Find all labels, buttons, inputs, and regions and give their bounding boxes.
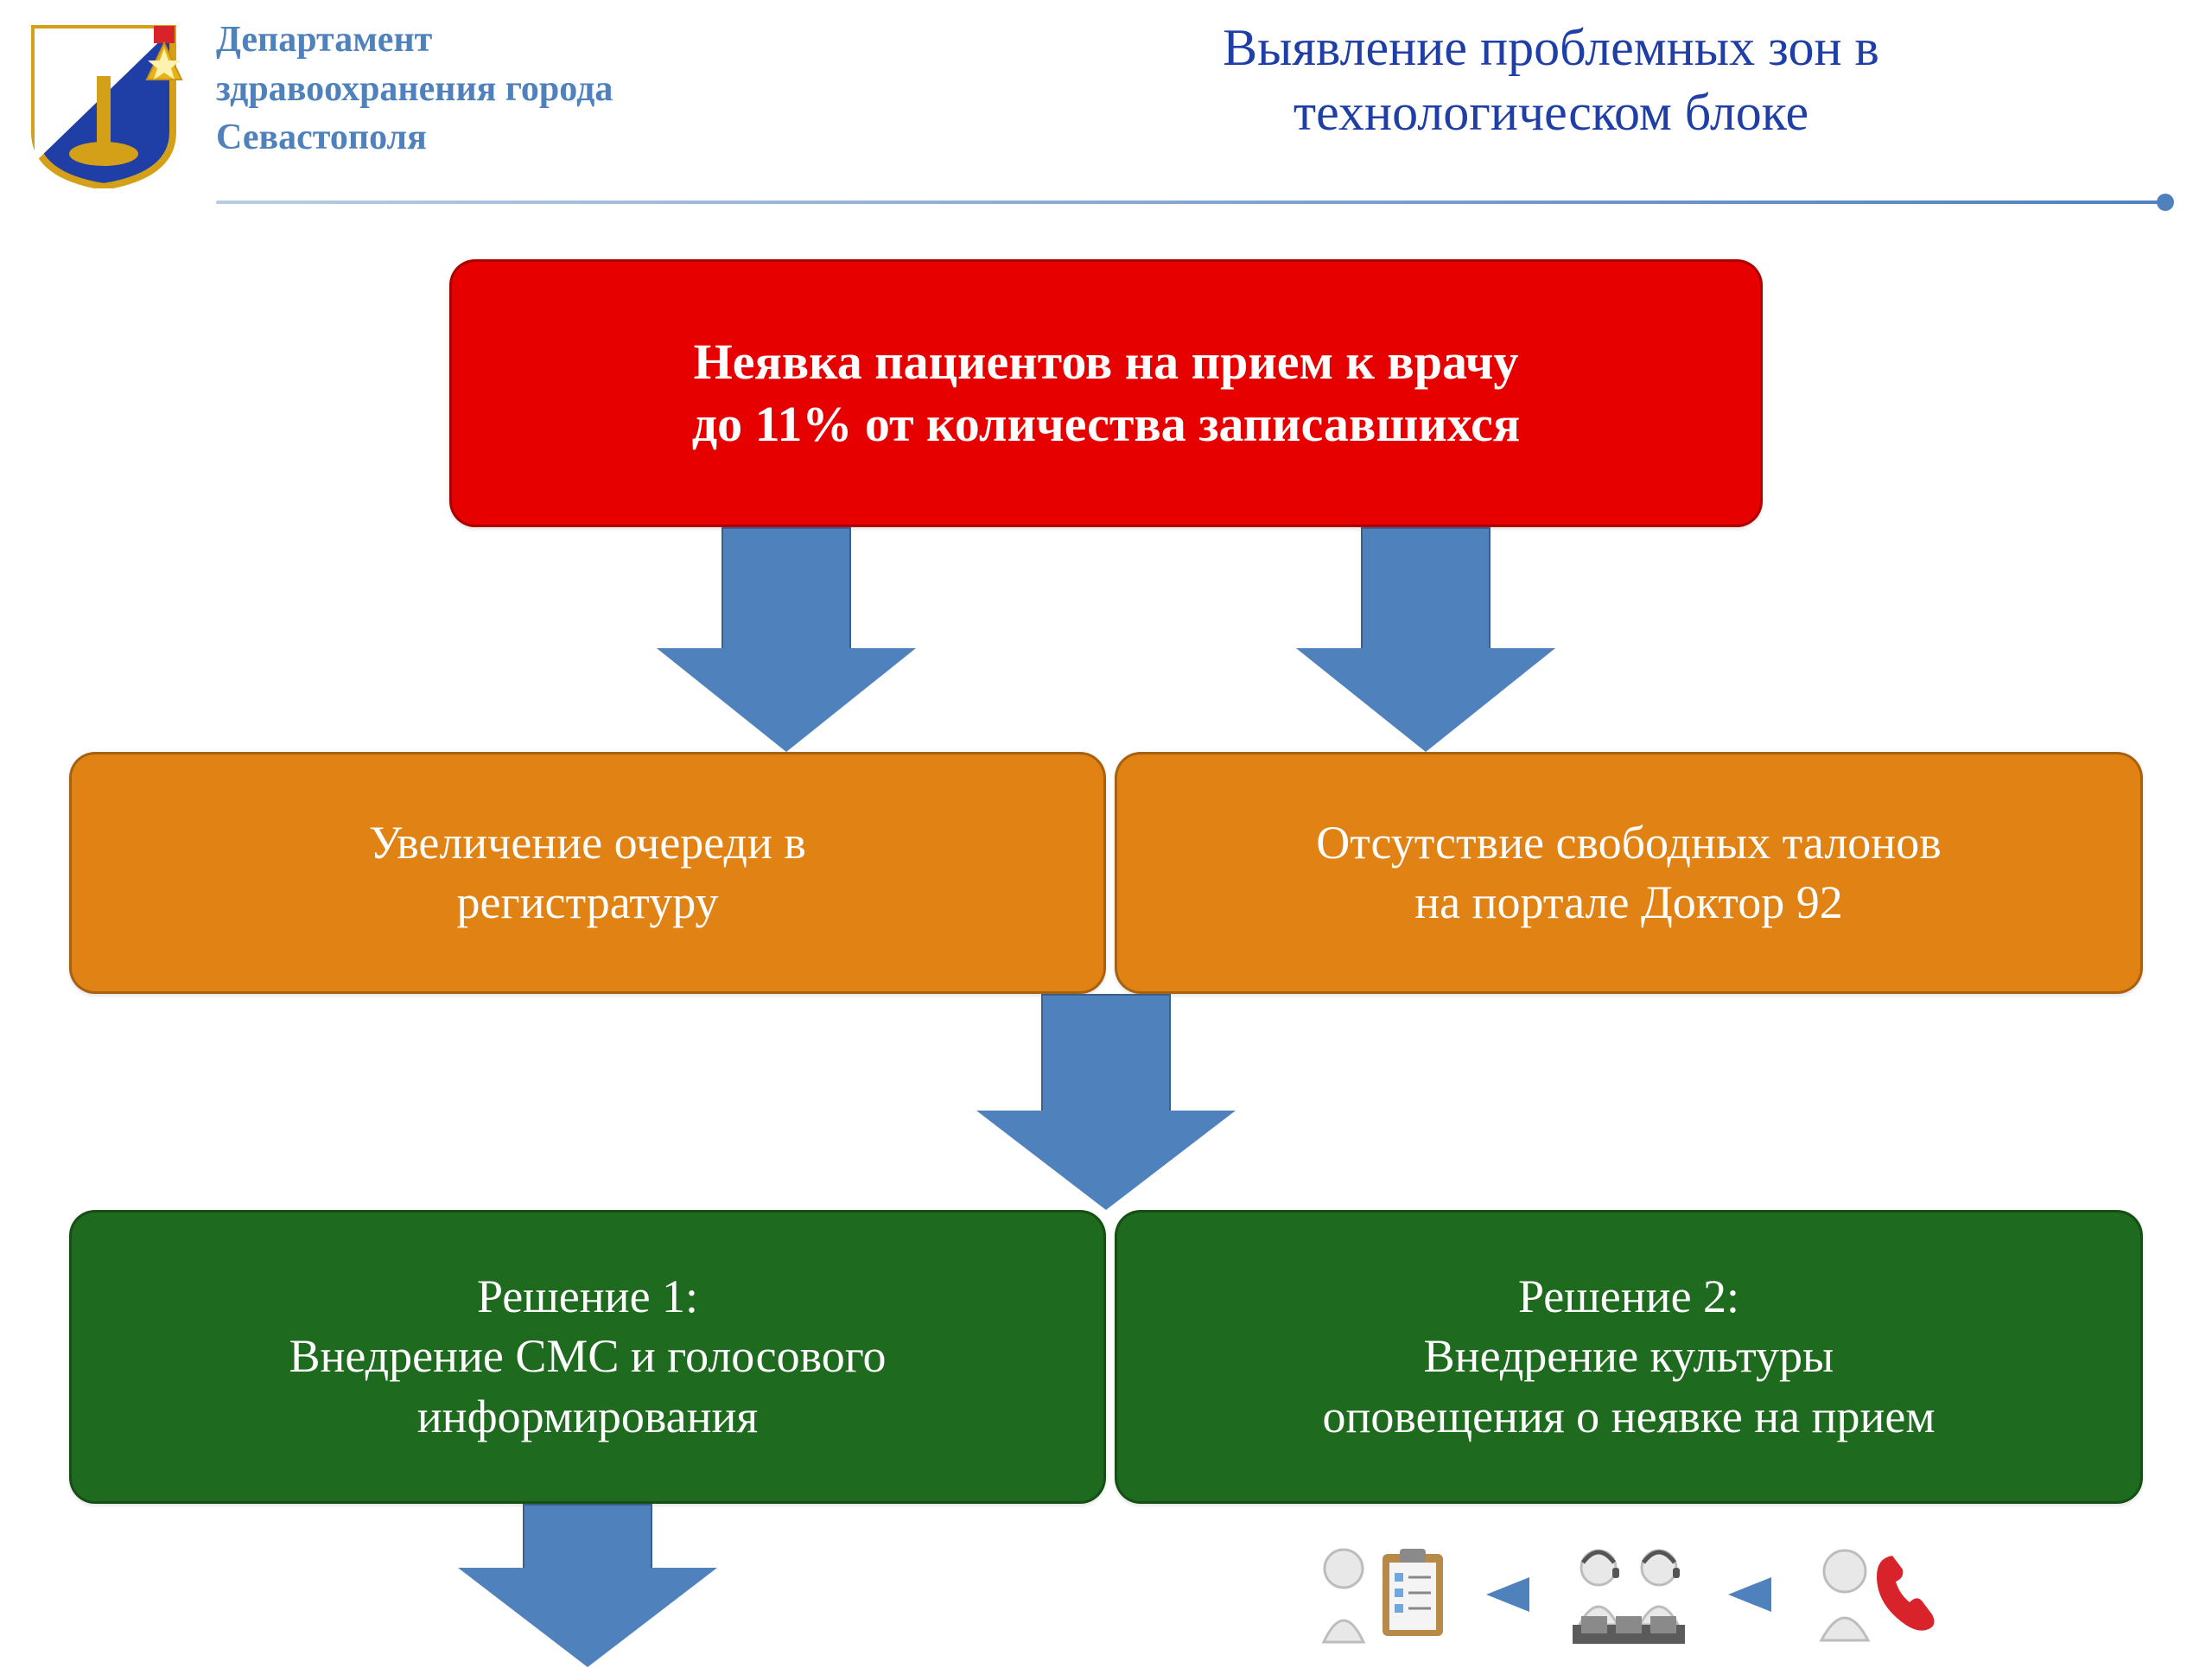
arrow-shaft [721,527,851,651]
effect-right-node: Отсутствие свободных талонов на портале … [1115,752,2143,994]
arrow-left-icon [1486,1577,1529,1612]
arrow-down-icon [1296,527,1555,752]
arrow-down-icon [458,1504,717,1668]
solution-line: информирования [417,1391,758,1442]
problem-line: Неявка пациентов на прием к врачу [694,334,1519,390]
solution-line: Внедрение культуры [1424,1330,1834,1382]
clipboard-person-icon [1313,1538,1460,1651]
effect-line: Отсутствие свободных талонов [1316,817,1941,869]
page-title: Выявление проблемных зон в технологическ… [925,16,2177,145]
header-rule [216,201,2169,204]
callcenter-icon [1555,1538,1702,1651]
dept-line: Департамент [216,20,432,60]
dept-line: Севастополя [216,118,427,157]
arrow-left-icon [1728,1577,1771,1612]
arrow-shaft [1041,994,1171,1113]
arrow-head [976,1111,1236,1210]
solution-line: Внедрение СМС и голосового [289,1330,886,1382]
solution-line: Решение 1: [477,1270,698,1322]
header: Департамент здравоохранения города Севас… [17,9,2212,199]
header-rule-dot [2157,194,2174,211]
dept-line: здравоохранения города [216,69,613,109]
effect-line: Увеличение очереди в [369,817,806,869]
arrow-head [657,648,916,752]
arrow-head [1296,648,1555,752]
arrow-down-icon [657,527,916,752]
effect-left-node: Увеличение очереди в регистратуру [69,752,1106,994]
solution-1-node: Решение 1: Внедрение СМС и голосового ин… [69,1210,1106,1504]
title-line: технологическом блоке [1294,84,1808,141]
department-name: Департамент здравоохранения города Севас… [216,16,821,162]
arrow-shaft [523,1504,652,1569]
arrow-down-icon [976,994,1236,1210]
arrow-shaft [1361,527,1491,651]
solution-2-node: Решение 2: Внедрение культуры оповещения… [1115,1210,2143,1504]
problem-line: до 11% от количества записавшихся [692,396,1520,452]
icon-row [1115,1530,2143,1659]
arrow-head [458,1568,717,1667]
effect-line: на портале Доктор 92 [1414,876,1842,928]
solution-line: Решение 2: [1518,1270,1739,1322]
title-line: Выявление проблемных зон в [1223,19,1879,76]
effect-line: регистратуру [457,876,719,928]
sevastopol-logo [17,16,190,188]
solution-line: оповещения о неявке на прием [1322,1391,1935,1442]
problem-node: Неявка пациентов на прием к врачу до 11%… [449,259,1763,527]
phone-icon [1797,1538,1944,1651]
